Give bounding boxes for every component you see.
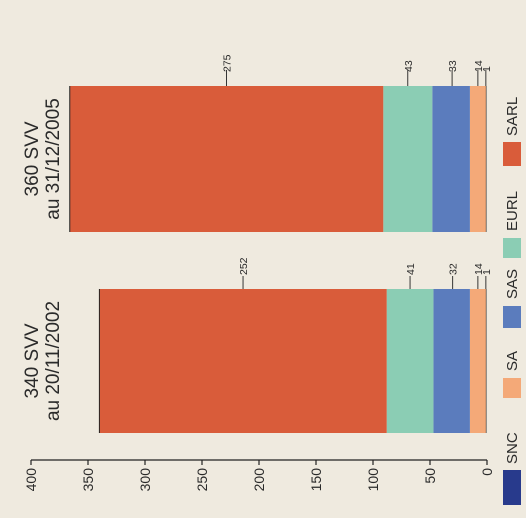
tick-label-250: 250 bbox=[194, 468, 210, 492]
segment-eurl-2 bbox=[383, 86, 433, 232]
segment-sas-1 bbox=[433, 289, 470, 433]
segment-sa-1 bbox=[469, 289, 486, 433]
tick-label-0: 0 bbox=[479, 468, 495, 476]
data-label-snc-1: 1 bbox=[481, 269, 493, 275]
data-label-sas-1: 32 bbox=[448, 263, 460, 275]
tick-label-400: 400 bbox=[23, 468, 39, 492]
tick-label-100: 100 bbox=[365, 468, 381, 492]
tick-label-50: 50 bbox=[422, 468, 438, 484]
category-label-1-line1: 340 SVV bbox=[22, 323, 43, 398]
data-label-sas-2: 33 bbox=[447, 60, 459, 72]
data-label-eurl-1: 41 bbox=[405, 263, 417, 275]
legend-swatch-sarl bbox=[503, 142, 521, 166]
legend-label-sas: SAS bbox=[504, 269, 521, 299]
legend-swatch-sa bbox=[503, 378, 521, 398]
tick-label-150: 150 bbox=[308, 468, 324, 492]
segment-sarl-2 bbox=[69, 86, 384, 232]
segment-sa-2 bbox=[469, 86, 486, 232]
legend-swatch-eurl bbox=[503, 238, 521, 258]
tick-label-300: 300 bbox=[137, 468, 153, 492]
data-label-snc-2: 1 bbox=[481, 66, 493, 72]
tick-label-200: 200 bbox=[251, 468, 267, 492]
data-label-sa-1: 14 bbox=[473, 263, 485, 275]
segment-sarl-1 bbox=[99, 289, 387, 433]
legend-swatch-sas bbox=[503, 306, 521, 328]
data-label-sa-2: 14 bbox=[473, 60, 485, 72]
data-label-sarl-2: 275 bbox=[222, 54, 234, 72]
segment-sas-2 bbox=[432, 86, 470, 232]
legend-swatch-snc bbox=[503, 470, 521, 505]
data-label-eurl-2: 43 bbox=[403, 60, 415, 72]
tick-label-350: 350 bbox=[80, 468, 96, 492]
segment-eurl-1 bbox=[386, 289, 434, 433]
legend-label-snc: SNC bbox=[504, 432, 521, 464]
data-label-sarl-1: 252 bbox=[238, 257, 250, 275]
category-label-1-line2: au 20/11/2002 bbox=[43, 301, 64, 421]
legend-label-eurl: EURL bbox=[504, 191, 521, 231]
legend-label-sarl: SARL bbox=[504, 97, 521, 136]
legend-label-sa: SA bbox=[504, 351, 521, 371]
category-label-2-line1: 360 SVV bbox=[22, 121, 43, 196]
category-label-2-line2: au 31/12/2005 bbox=[43, 98, 64, 220]
